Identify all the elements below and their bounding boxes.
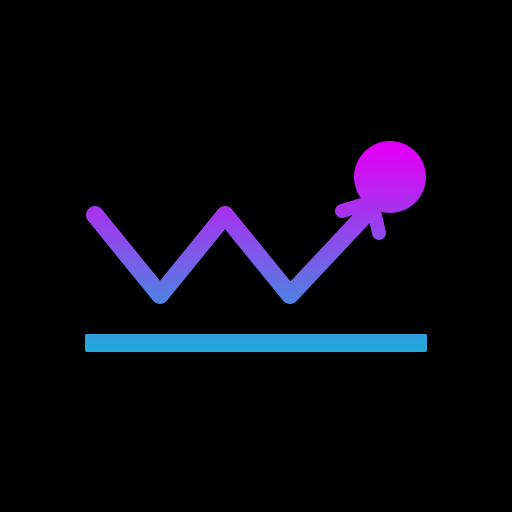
endpoint-dot (354, 141, 426, 213)
trend-bounce-icon (0, 0, 512, 512)
zigzag-line (95, 215, 365, 295)
baseline-bar (85, 334, 427, 352)
